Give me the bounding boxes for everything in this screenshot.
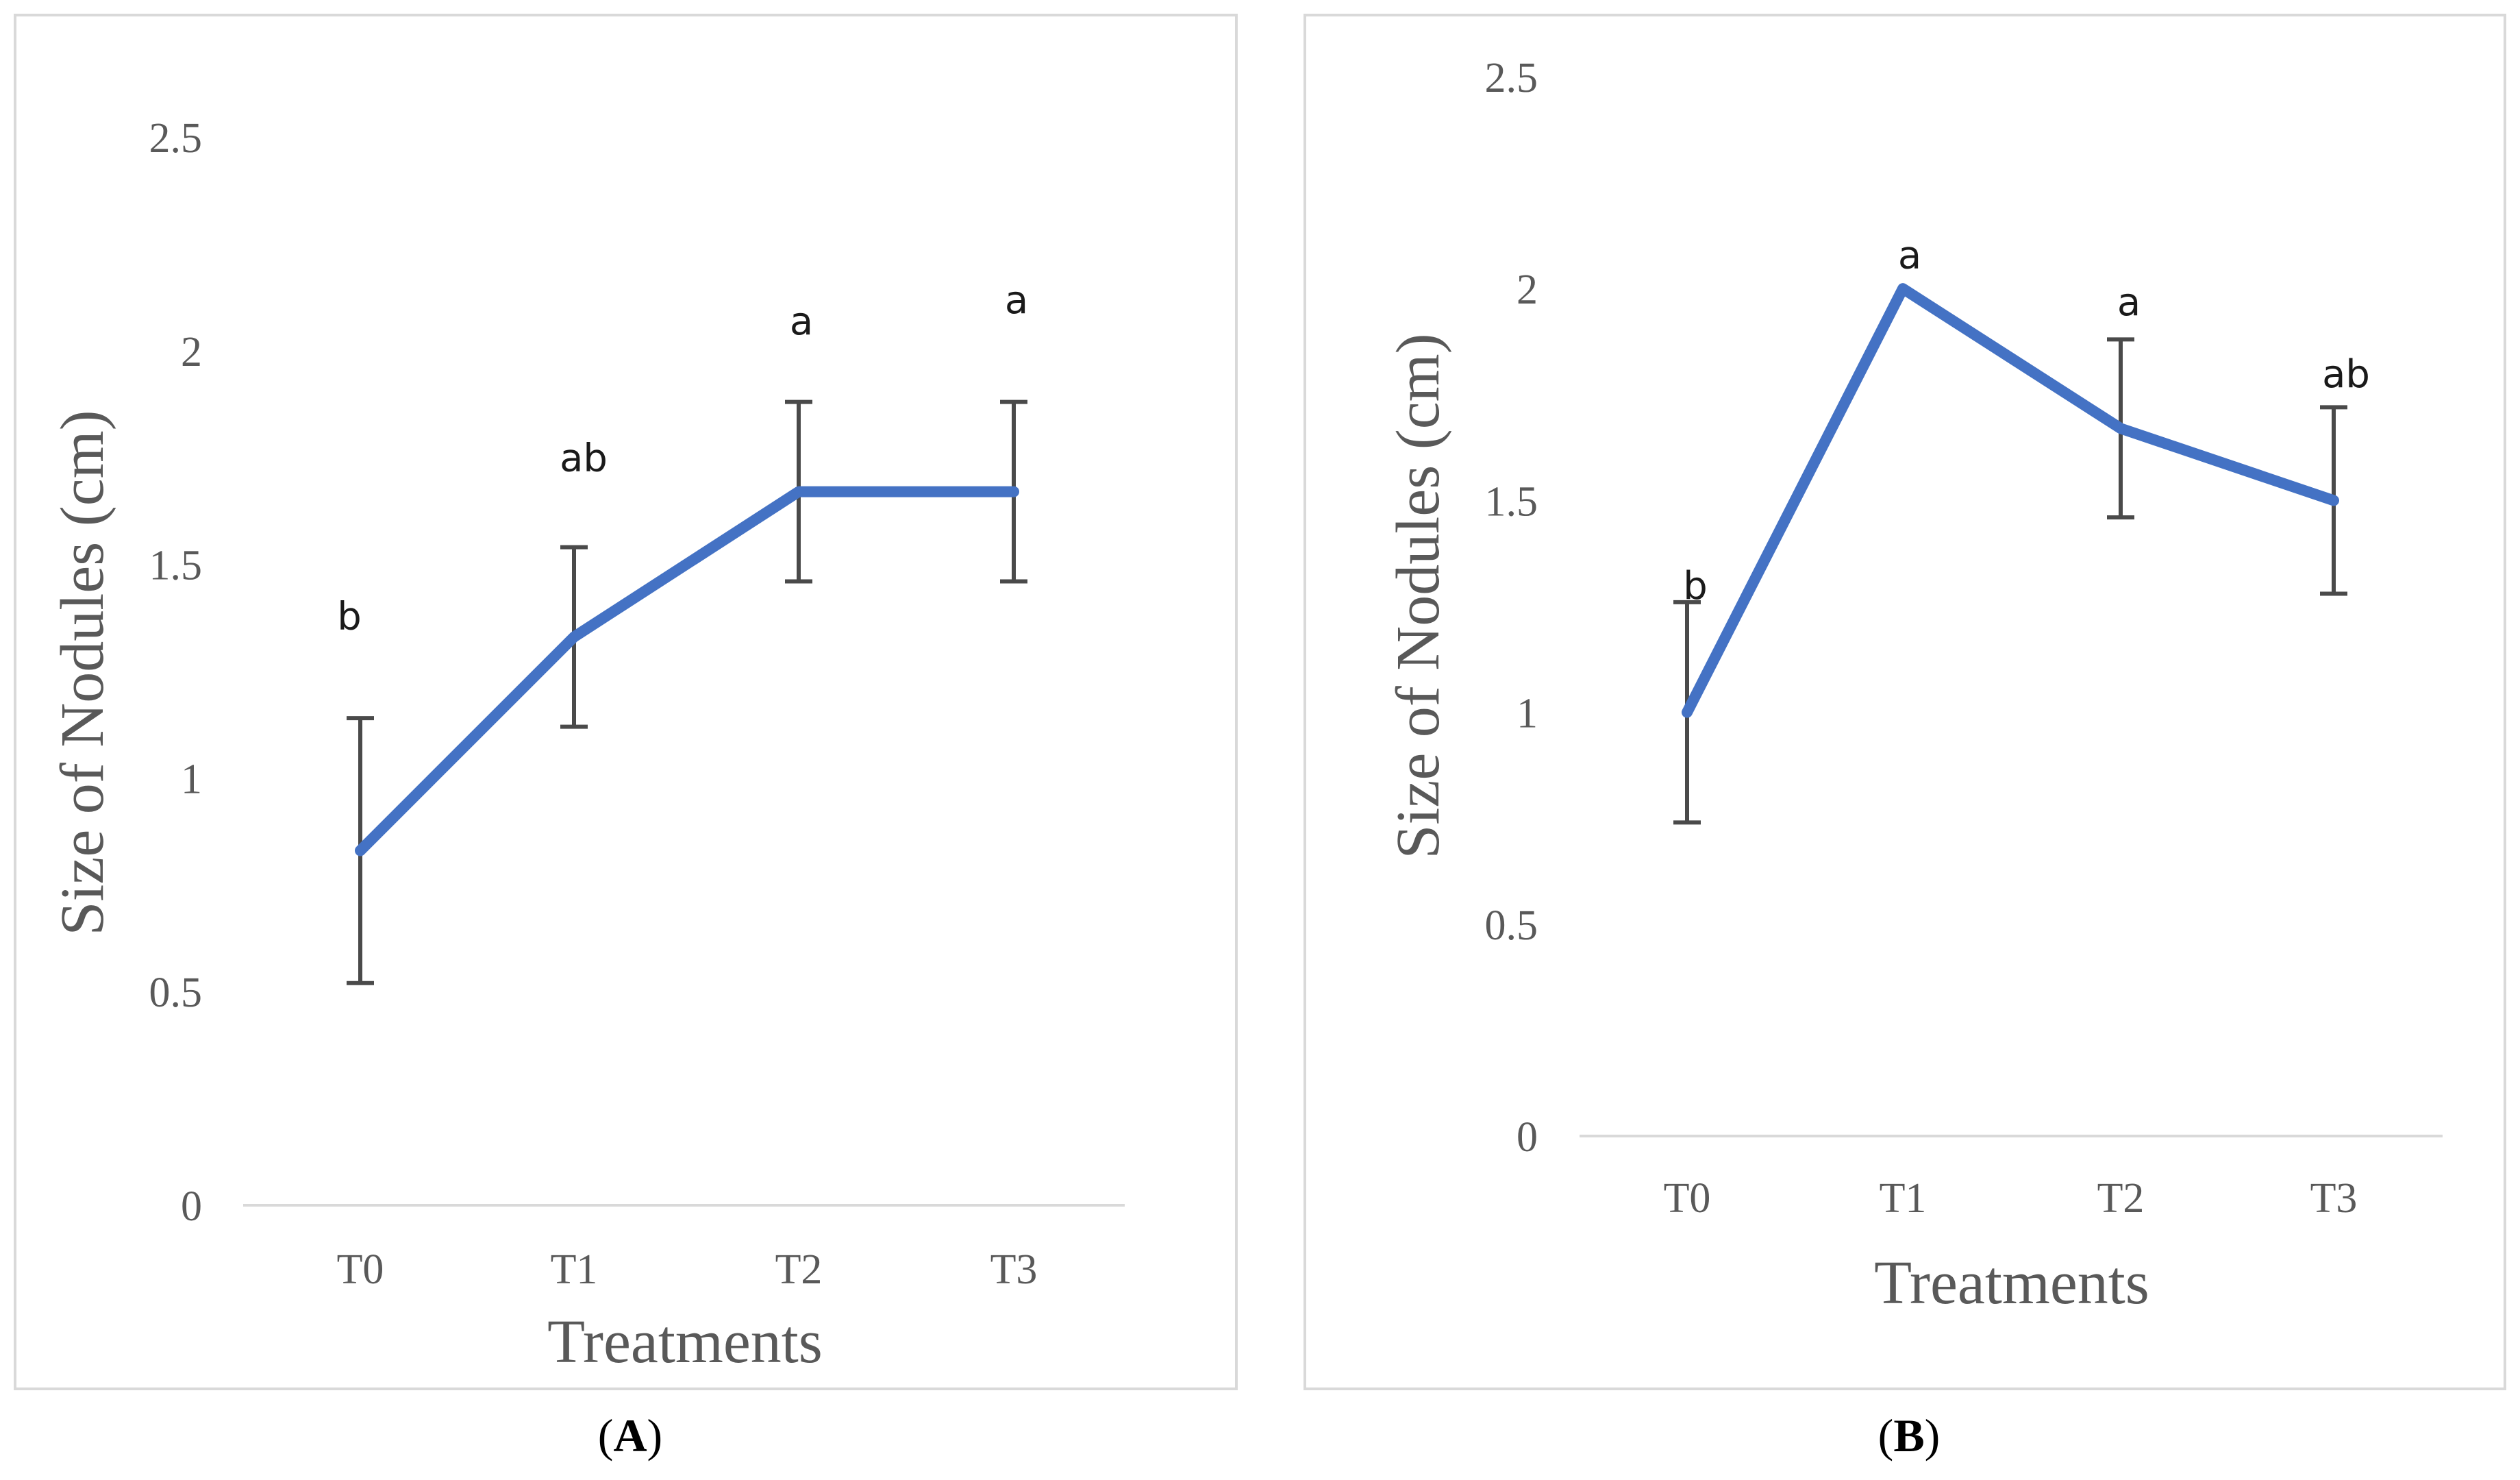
chart-a-significance-label: a xyxy=(790,299,813,344)
chart-b-y-ticks: 0 0.5 1 1.5 2 2.5 xyxy=(1485,55,1538,1161)
chart-a-x-axis-title: Treatments xyxy=(547,1308,823,1376)
chart-a-y-tick-label: 1.5 xyxy=(149,543,203,589)
chart-b-x-ticks: T0 T1 T2 T3 xyxy=(1664,1175,2358,1222)
chart-a-significance-label: a xyxy=(1005,278,1028,323)
chart-b-significance-label: a xyxy=(2117,280,2141,325)
chart-b-y-tick-label: 2 xyxy=(1517,267,1538,313)
chart-a-y-tick-label: 2 xyxy=(181,329,202,375)
chart-b-y-tick-label: 2.5 xyxy=(1485,55,1538,101)
chart-b-x-axis-title: Treatments xyxy=(1874,1249,2149,1317)
chart-panel-a: 0 0.5 1 1.5 2 2.5 T0 T1 T2 T3 b ab a a Treatments S… xyxy=(14,14,1238,1462)
chart-a-x-ticks: T0 T1 T2 T3 xyxy=(337,1246,1038,1293)
chart-b-series-line xyxy=(1682,283,2339,718)
panel-a-label: (A) xyxy=(598,1409,662,1462)
chart-b-x-tick-label: T2 xyxy=(2097,1175,2145,1222)
chart-a-x-tick-label: T3 xyxy=(990,1246,1038,1293)
panel-b-letter: B xyxy=(1893,1409,1924,1462)
chart-a-series-line xyxy=(355,486,1019,856)
chart-b-y-tick-label: 1.5 xyxy=(1485,478,1538,525)
chart-b-frame xyxy=(1303,14,2506,1390)
chart-b-significance-labels: b a a ab xyxy=(1683,234,2370,608)
chart-a-y-tick-label: 2.5 xyxy=(149,115,203,162)
chart-a-frame xyxy=(14,14,1238,1390)
chart-a-significance-labels: b ab a a xyxy=(337,278,1028,639)
chart-b-y-tick-label: 0.5 xyxy=(1485,902,1538,949)
chart-b-significance-label: b xyxy=(1683,564,1708,608)
chart-a-significance-label: b xyxy=(337,594,362,639)
chart-a-significance-label: ab xyxy=(560,436,608,481)
chart-a-y-tick-label: 0.5 xyxy=(149,970,203,1016)
chart-b-x-tick-label: T1 xyxy=(1880,1175,1927,1222)
chart-a-y-ticks: 0 0.5 1 1.5 2 2.5 xyxy=(149,115,203,1230)
chart-b-y-axis-title: Size of Nodules (cm) xyxy=(1384,333,1452,859)
chart-a-x-tick-label: T1 xyxy=(551,1246,598,1293)
chart-b-x-tick-label: T0 xyxy=(1664,1175,1711,1222)
chart-b-y-tick-label: 0 xyxy=(1517,1114,1538,1161)
chart-a-x-tick-label: T2 xyxy=(775,1246,823,1293)
chart-a-x-tick-label: T0 xyxy=(337,1246,384,1293)
chart-b-y-tick-label: 1 xyxy=(1517,691,1538,737)
chart-b-x-tick-label: T3 xyxy=(2310,1175,2358,1222)
chart-panel-b: 0 0.5 1 1.5 2 2.5 T0 T1 T2 T3 b a a ab Treatments S… xyxy=(1303,14,2506,1462)
panel-a-letter: A xyxy=(613,1409,647,1462)
chart-a-y-tick-label: 0 xyxy=(181,1183,202,1230)
chart-a-y-tick-label: 1 xyxy=(181,756,202,802)
chart-a-y-axis-title: Size of Nodules (cm) xyxy=(49,410,116,935)
chart-b-significance-label: a xyxy=(1898,234,1921,278)
panel-b-label: (B) xyxy=(1878,1409,1941,1462)
chart-b-significance-label: ab xyxy=(2322,352,2370,397)
